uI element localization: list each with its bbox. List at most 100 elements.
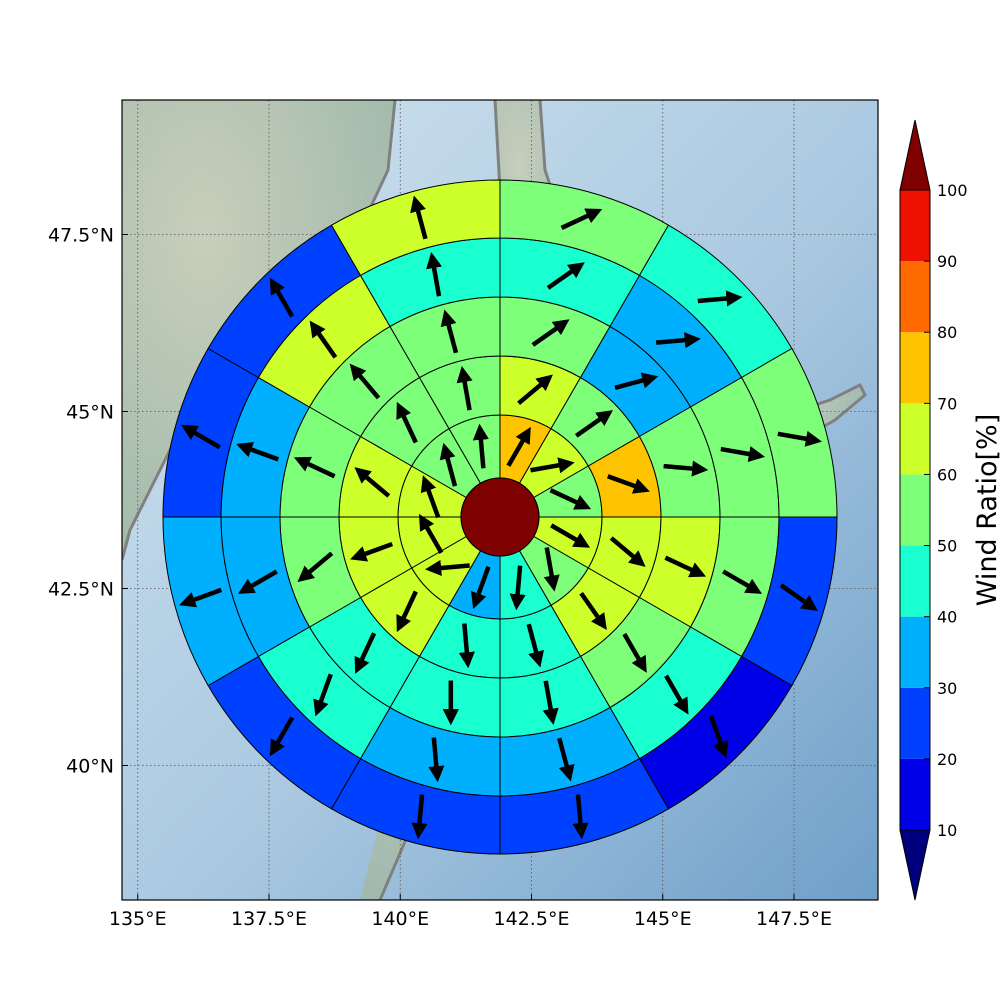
wind-arrow [439,442,458,487]
wind-arrow [579,591,607,630]
lat-tick-label: 47.5°N [48,225,114,247]
wind-arrow [269,716,295,757]
wind-arrow [309,320,338,359]
wind-arrow [428,737,445,783]
wind-arrow [531,319,570,347]
colorbar-bin [900,403,930,475]
wind-arrow [530,457,575,474]
wind-arrow [572,794,589,840]
wind-arrow [777,430,822,447]
wind-arrow [293,456,336,479]
wind-arrow [456,365,473,411]
colorbar-tick-label: 50 [937,537,957,556]
wind-arrow [546,262,585,290]
colorbar-extend-under [899,829,931,901]
wind-arrow [349,363,381,400]
wind-arrow [708,715,729,759]
wind-arrow [354,632,377,674]
colorbar-bin [900,474,930,546]
colorbar-bin [900,545,930,617]
wind-arrow [560,208,603,230]
wind-arrow [269,277,295,318]
wind-arrow [574,410,613,438]
colorbar-bin [900,687,930,759]
colorbar-tick-label: 10 [937,821,957,840]
wind-arrow [664,674,689,715]
wind-arrow [180,424,221,450]
lon-tick-label: 140°E [371,908,429,930]
wind-arrow [410,195,428,240]
colorbar-bin [900,758,930,830]
wind-arrow [664,555,707,578]
colorbar-tick-label: 40 [937,608,957,627]
wind-arrow [655,332,701,349]
colorbar-title: Wind Ratio[%] [972,414,1000,606]
map-frame [121,99,879,901]
colorbar-tick-label: 90 [937,252,957,271]
wind-arrow [354,467,391,498]
colorbar-bin [900,190,930,262]
longitude-ticks: 135°E 137.5°E 140°E 142.5°E 145°E 147.5°E [109,894,832,930]
lat-tick-label: 45°N [66,402,114,424]
wind-arrow [350,541,394,562]
colorbar-extend-over [899,119,931,191]
center-cell [460,477,540,557]
wind-arrow [606,474,650,494]
wind-arrow [542,680,559,726]
wind-arrow [458,623,475,669]
wind-arrow [179,587,223,608]
wind-arrow [614,372,659,390]
wind-arrow [550,523,591,548]
polar-grid [162,179,838,855]
colorbar-tick-label: 80 [937,323,957,342]
polar-cell [330,179,501,277]
wind-arrow [297,551,334,583]
colorbar-frame [899,189,931,831]
wind-arrow [697,290,743,307]
map-panel [122,100,878,900]
wind-arrow [236,441,280,462]
lon-tick-label: 137.5°E [231,908,307,930]
lon-tick-label: 147.5°E [756,908,832,930]
wind-arrow [720,446,765,463]
colorbar-tick-label: 60 [937,465,957,484]
wind-arrow [313,673,333,717]
lon-tick-label: 135°E [109,908,167,930]
wind-arrow [543,547,560,592]
colorbar-bin [900,616,930,688]
wind-arrow [420,475,441,519]
wind-arrow [506,426,531,467]
wind-arrow [549,488,592,510]
wind-arrow [471,566,491,609]
colorbar-bin [900,332,930,404]
wind-arrow [663,460,709,477]
wind-arrow [517,374,553,406]
wind-arrow [411,794,428,840]
colorbar-tick-label: 100 [937,181,968,200]
wind-arrow [418,513,444,554]
colorbar-bin [900,261,930,333]
wind-arrow [425,559,470,577]
latitude-ticks: 47.5°N 45°N 42.5°N 40°N [48,225,128,777]
wind-arrow [722,569,763,594]
wind-arrow [779,583,818,611]
colorbar-tick-label: 20 [937,750,957,769]
lat-tick-label: 40°N [66,755,114,777]
wind-arrow [396,590,418,633]
lon-tick-label: 142.5°E [494,908,570,930]
wind-arrow [557,737,575,782]
lat-tick-label: 42.5°N [48,578,114,600]
wind-arrow [609,536,646,567]
wind-arrow [440,309,459,354]
colorbar-tick-label: 70 [937,394,957,413]
colorbar: 10 20 30 40 50 60 70 80 90 100 [899,119,968,901]
lon-tick-label: 145°E [634,908,692,930]
wind-arrow [426,252,443,297]
wind-arrow [237,569,278,594]
wind-arrow [622,632,647,673]
wind-arrow [509,565,526,611]
colorbar-tick-label: 30 [937,679,957,698]
wind-arrows [179,195,822,840]
wind-arrow [472,423,489,469]
wind-arrow [526,623,544,668]
